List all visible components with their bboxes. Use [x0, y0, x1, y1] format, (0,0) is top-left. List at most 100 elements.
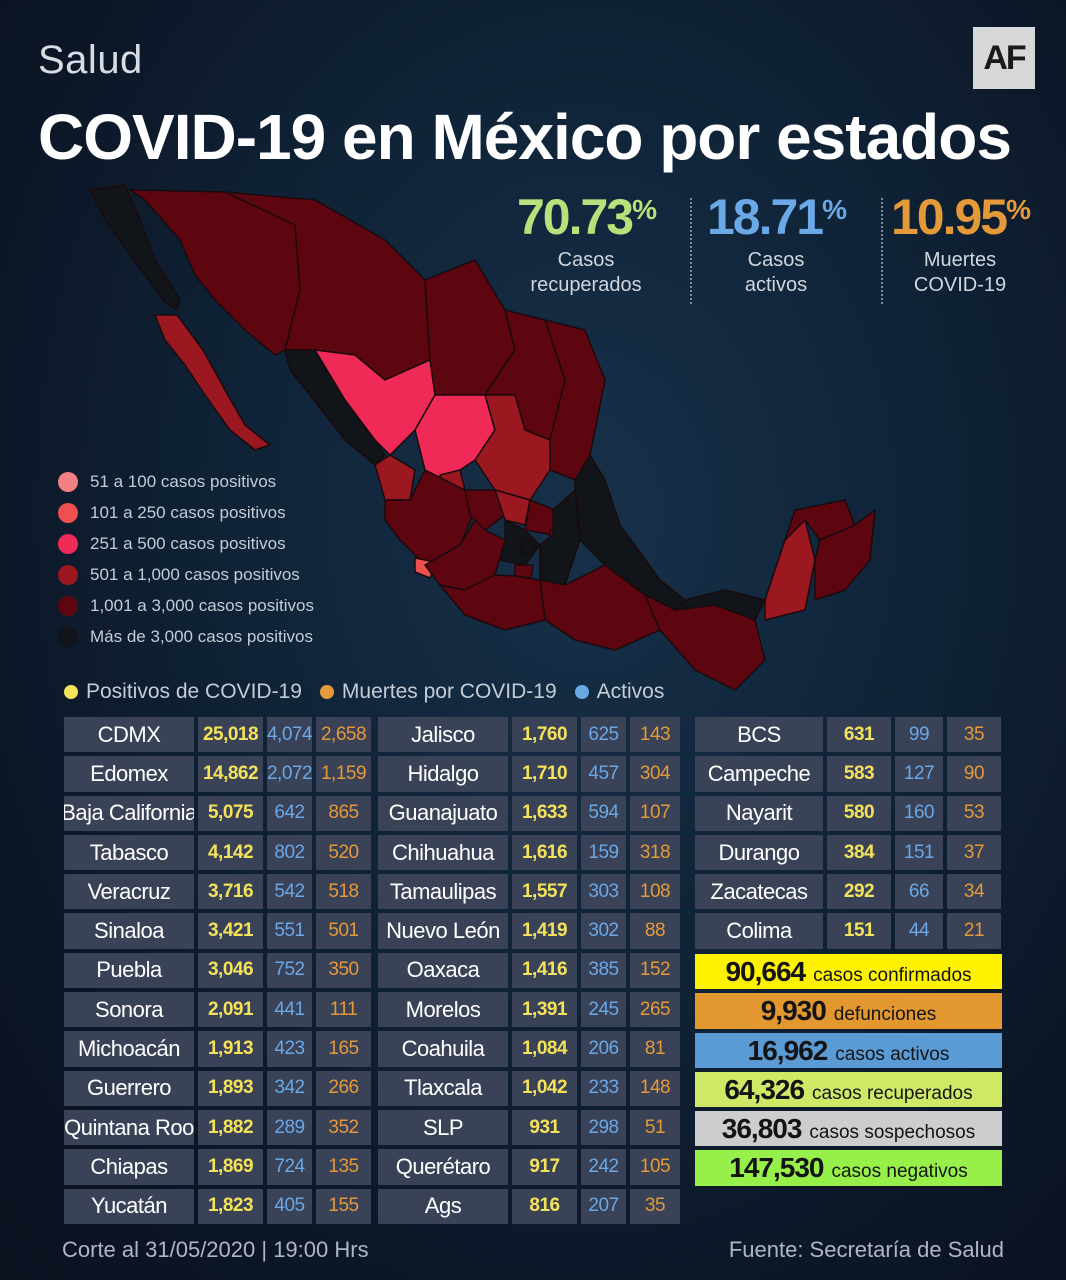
- state-table-3: BCS 631 99 35 Campeche 583 127 90 Nayarit 580 160 5…: [695, 717, 1001, 949]
- table-row: Nayarit 580 160 53: [695, 795, 1001, 831]
- mexico-map: [89, 184, 876, 691]
- footer-source: Fuente: Secretaría de Salud: [728, 1237, 1004, 1262]
- footer-date: Corte al 31/05/2020 | 19:00 Hrs: [62, 1237, 369, 1262]
- state-name: Michoacán: [64, 1031, 194, 1067]
- deaths: 35: [630, 1188, 680, 1224]
- positive-cases: 4,142: [198, 834, 263, 871]
- deaths: 501: [316, 913, 371, 949]
- table-row: CDMX 25,018 4,074 2,658: [64, 717, 371, 753]
- active-cases: 385: [581, 952, 626, 989]
- deaths: 155: [316, 1188, 371, 1224]
- total-box: 147,530 casos negativos: [695, 1150, 1002, 1186]
- positive-cases: 384: [827, 834, 891, 871]
- positive-cases: 1,823: [198, 1188, 263, 1224]
- total-value: 64,326: [724, 1073, 805, 1105]
- positive-cases: 583: [827, 756, 891, 792]
- active-cases: 625: [581, 717, 626, 753]
- state-name: Colima: [695, 913, 823, 949]
- key-dot: [319, 685, 334, 699]
- table-row: Chiapas 1,869 724 135: [64, 1149, 371, 1185]
- active-cases: 542: [267, 874, 312, 910]
- legend-label: 251 a 500 casos positivos: [90, 533, 286, 553]
- active-cases: 151: [895, 834, 943, 871]
- total-box: 90,664 casos confirmados: [695, 954, 1002, 990]
- positive-cases: 1,913: [198, 1031, 263, 1067]
- deaths: 108: [630, 874, 680, 910]
- table-row: Michoacán 1,913 423 165: [64, 1031, 371, 1067]
- legend-label: Más de 3,000 casos positivos: [90, 626, 314, 646]
- active-cases: 642: [267, 795, 312, 831]
- key-dot: [64, 685, 78, 699]
- deaths: 304: [630, 756, 680, 792]
- state-name: Campeche: [695, 756, 823, 792]
- state-name: Tabasco: [64, 834, 194, 871]
- total-label: casos sospechosos: [809, 1122, 976, 1144]
- section-label: Salud: [38, 38, 143, 82]
- positive-cases: 917: [512, 1149, 577, 1185]
- divider: [881, 198, 883, 304]
- total-box: 16,962 casos activos: [695, 1032, 1002, 1068]
- positive-cases: 2,091: [198, 992, 263, 1028]
- state-name: Durango: [695, 834, 823, 871]
- positive-cases: 25,018: [198, 717, 263, 753]
- table-row: Sinaloa 3,421 551 501: [64, 913, 371, 949]
- active-cases: 66: [895, 874, 943, 910]
- legend-swatch: [58, 595, 78, 616]
- deaths: 350: [316, 952, 371, 989]
- table-row: Chihuahua 1,616 159 318: [378, 834, 680, 871]
- total-box: 9,930 defunciones: [695, 993, 1002, 1029]
- positive-cases: 3,716: [198, 874, 263, 910]
- state-name: Guanajuato: [378, 795, 508, 831]
- state-name: Yucatán: [64, 1188, 194, 1224]
- active-cases: 802: [267, 834, 312, 871]
- map-legend: 51 a 100 casos positivos 101 a 250 casos …: [58, 466, 314, 652]
- deaths: 265: [630, 992, 680, 1028]
- positive-cases: 1,557: [512, 874, 577, 910]
- positive-cases: 5,075: [198, 795, 263, 831]
- stat-deaths-value: 10.95%: [890, 189, 1031, 245]
- active-cases: 233: [581, 1070, 626, 1106]
- key-item: Positivos de COVID-19: [64, 680, 302, 704]
- active-cases: 342: [267, 1070, 312, 1106]
- active-cases: 127: [895, 756, 943, 792]
- positive-cases: 1,710: [512, 756, 577, 792]
- deaths: 34: [947, 874, 1001, 910]
- stat-active: 18.71% Casos activos: [686, 192, 866, 298]
- positive-cases: 14,862: [198, 756, 263, 792]
- active-cases: 2,072: [267, 756, 312, 792]
- positive-cases: 1,416: [512, 952, 577, 989]
- deaths: 165: [316, 1031, 371, 1067]
- active-cases: 99: [895, 717, 943, 753]
- deaths: 318: [630, 834, 680, 871]
- active-cases: 207: [581, 1188, 626, 1224]
- legend-label: 501 a 1,000 casos positivos: [90, 564, 300, 584]
- table-row: Yucatán 1,823 405 155: [64, 1188, 371, 1224]
- state-table-1: CDMX 25,018 4,074 2,658 Edomex 14,862 2,072 1,1…: [64, 717, 371, 1224]
- positive-cases: 1,760: [512, 717, 577, 753]
- legend-swatch: [58, 502, 78, 523]
- map-state-cdmx: [520, 539, 536, 556]
- legend-item: 501 a 1,000 casos positivos: [58, 559, 314, 590]
- legend-item: 51 a 100 casos positivos: [58, 466, 314, 497]
- map-state-puebla: [539, 489, 581, 586]
- legend-item: Más de 3,000 casos positivos: [58, 621, 314, 652]
- positive-cases: 3,421: [198, 913, 263, 949]
- state-name: Hidalgo: [378, 756, 508, 792]
- deaths: 143: [630, 717, 680, 753]
- legend-swatch: [58, 533, 78, 554]
- table-row: Durango 384 151 37: [695, 834, 1001, 871]
- legend-swatch: [58, 626, 78, 647]
- deaths: 105: [630, 1149, 680, 1185]
- active-cases: 242: [581, 1149, 626, 1185]
- total-value: 9,930: [760, 995, 827, 1027]
- legend-item: 251 a 500 casos positivos: [58, 528, 314, 559]
- active-cases: 405: [267, 1188, 312, 1224]
- total-label: casos activos: [835, 1043, 950, 1065]
- positive-cases: 1,633: [512, 795, 577, 831]
- legend-label: 1,001 a 3,000 casos positivos: [90, 595, 314, 615]
- total-box: 64,326 casos recuperados: [695, 1071, 1002, 1108]
- state-name: Nuevo León: [378, 913, 508, 949]
- state-name: Jalisco: [378, 717, 508, 753]
- stat-recovered: 70.73% Casos recuperados: [496, 192, 676, 298]
- state-name: Chiapas: [64, 1149, 194, 1185]
